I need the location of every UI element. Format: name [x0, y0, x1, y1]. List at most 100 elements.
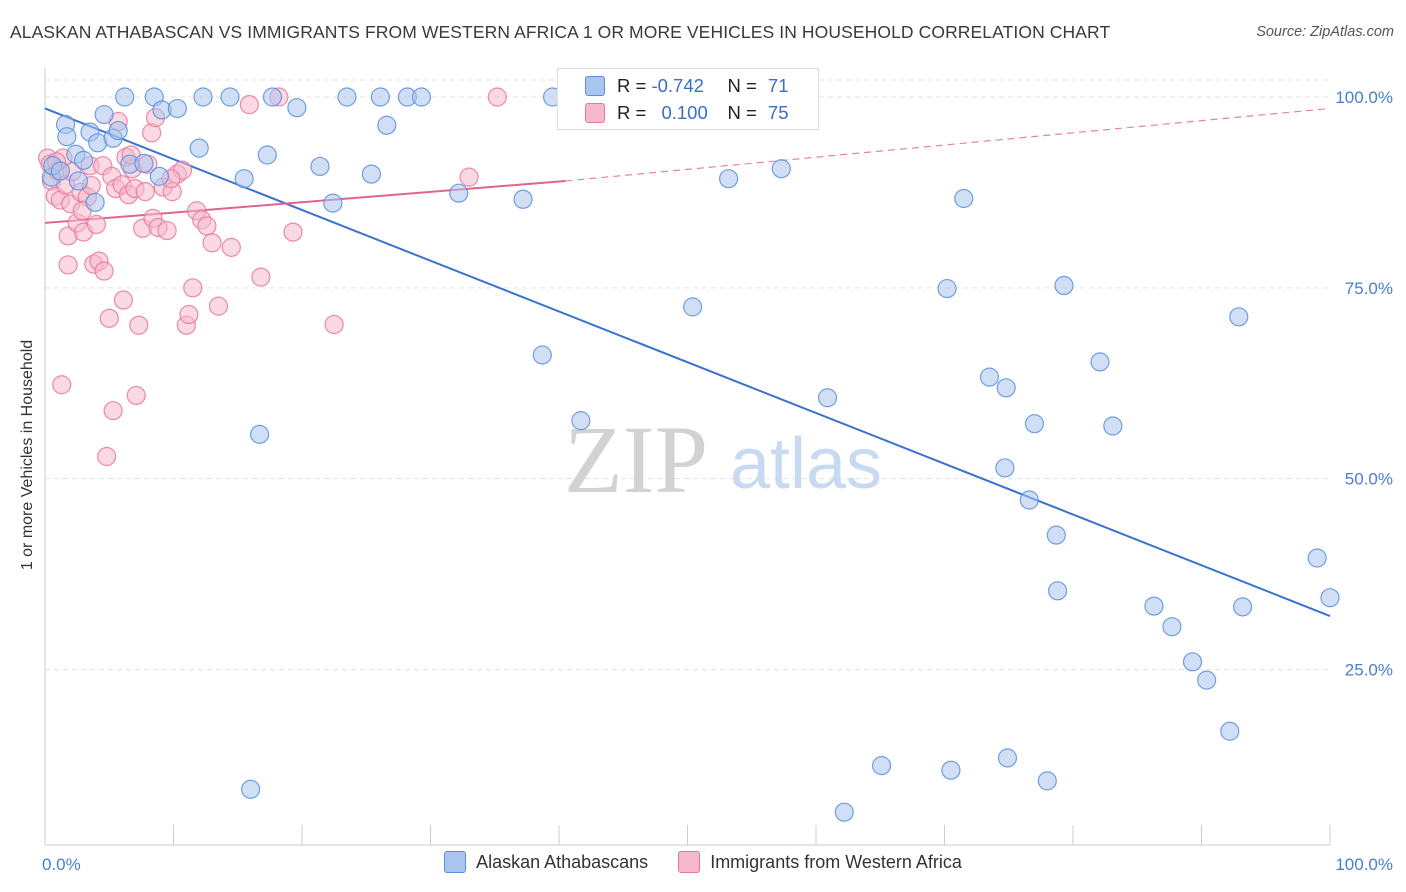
data-point-alaskan-athabascans	[377, 115, 397, 135]
data-point-alaskan-athabascans	[1019, 490, 1039, 510]
data-point-alaskan-athabascans	[68, 171, 89, 191]
data-point-alaskan-athabascans	[1229, 307, 1249, 327]
data-point-alaskan-athabascans	[411, 87, 432, 107]
y-tick-label: 100.0%	[1335, 88, 1393, 107]
data-point-alaskan-athabascans	[1054, 275, 1074, 296]
y-axis-label: 1 or more Vehicles in Household	[19, 339, 36, 571]
data-point-alaskan-athabascans	[50, 161, 71, 181]
data-point-immigrants-from-western-africa	[99, 308, 119, 328]
data-point-immigrants-from-western-africa	[179, 304, 199, 325]
x-tick-label: 0.0%	[42, 855, 81, 874]
data-point-alaskan-athabascans	[532, 345, 552, 365]
chart-title: ALASKAN ATHABASCAN VS IMMIGRANTS FROM WE…	[10, 22, 1111, 42]
data-point-immigrants-from-western-africa	[129, 315, 149, 335]
data-point-alaskan-athabascans	[571, 411, 591, 431]
data-point-alaskan-athabascans	[941, 760, 961, 780]
data-point-immigrants-from-western-africa	[86, 214, 107, 235]
data-point-immigrants-from-western-africa	[283, 222, 303, 242]
data-point-alaskan-athabascans	[249, 424, 270, 444]
data-point-alaskan-athabascans	[995, 458, 1015, 478]
data-point-immigrants-from-western-africa	[202, 233, 222, 253]
data-point-alaskan-athabascans	[1090, 352, 1110, 372]
trend-line-extension-immigrants-from-western-africa	[565, 107, 1331, 182]
data-point-alaskan-athabascans	[134, 153, 154, 174]
y-tick-label: 50.0%	[1345, 470, 1393, 489]
data-point-alaskan-athabascans	[94, 104, 114, 125]
bottom-legend: Alaskan Athabascans Immigrants from West…	[0, 851, 1406, 873]
data-point-alaskan-athabascans	[241, 779, 261, 799]
data-point-alaskan-athabascans	[771, 159, 791, 179]
y-tick-labels: 25.0% 50.0% 75.0% 100.0%	[1335, 88, 1393, 679]
data-point-alaskan-athabascans	[954, 188, 974, 209]
data-point-alaskan-athabascans	[193, 87, 213, 107]
data-point-immigrants-from-western-africa	[221, 237, 241, 257]
data-point-alaskan-athabascans	[57, 127, 77, 147]
y-tick-label: 25.0%	[1345, 660, 1393, 679]
data-point-alaskan-athabascans	[85, 192, 105, 212]
legend-item-immigrants-from-western-africa[interactable]: Immigrants from Western Africa	[678, 851, 962, 873]
blue-square-icon	[444, 851, 467, 873]
blue-swatch-icon	[585, 76, 605, 96]
pink-swatch-icon	[585, 103, 605, 123]
data-point-alaskan-athabascans	[1024, 414, 1045, 434]
data-point-alaskan-athabascans	[1197, 670, 1217, 690]
grid-lines	[45, 79, 1330, 670]
trend-line-alaskan-athabascans	[44, 107, 1331, 617]
data-point-alaskan-athabascans	[73, 150, 94, 170]
data-point-alaskan-athabascans	[115, 87, 135, 107]
data-point-alaskan-athabascans	[108, 120, 128, 141]
y-tick-label: 75.0%	[1345, 279, 1393, 298]
data-point-alaskan-athabascans	[1307, 548, 1327, 568]
series-immigrants-from-western-africa	[37, 87, 507, 467]
r-label: R =	[617, 102, 647, 123]
data-point-alaskan-athabascans	[1046, 525, 1066, 545]
data-point-alaskan-athabascans	[834, 802, 854, 822]
n-value-blue: 71	[767, 75, 789, 96]
data-point-immigrants-from-western-africa	[97, 446, 117, 467]
data-point-alaskan-athabascans	[1103, 416, 1123, 436]
data-point-immigrants-from-western-africa	[52, 375, 72, 395]
r-value-pink: 0.100	[661, 102, 708, 123]
trend-lines	[44, 107, 1331, 617]
data-point-alaskan-athabascans	[287, 98, 307, 118]
data-point-alaskan-athabascans	[262, 87, 283, 107]
data-point-alaskan-athabascans	[1320, 588, 1340, 608]
data-point-alaskan-athabascans	[1182, 652, 1203, 672]
data-point-alaskan-athabascans	[234, 169, 254, 189]
data-point-immigrants-from-western-africa	[251, 267, 271, 287]
data-point-immigrants-from-western-africa	[208, 296, 229, 316]
data-point-alaskan-athabascans	[370, 87, 390, 107]
data-point-alaskan-athabascans	[979, 367, 1000, 387]
data-point-immigrants-from-western-africa	[103, 401, 123, 421]
pink-square-icon	[678, 851, 701, 873]
data-point-alaskan-athabascans	[323, 193, 343, 213]
data-point-immigrants-from-western-africa	[94, 261, 114, 281]
data-point-alaskan-athabascans	[871, 756, 892, 776]
data-point-alaskan-athabascans	[220, 87, 240, 107]
data-point-alaskan-athabascans	[1037, 771, 1057, 791]
legend-item-alaskan-athabascans[interactable]: Alaskan Athabascans	[444, 851, 648, 873]
data-point-alaskan-athabascans	[937, 278, 957, 299]
series-alaskan-athabascans	[41, 87, 1340, 822]
data-point-alaskan-athabascans	[189, 138, 209, 158]
data-point-alaskan-athabascans	[1144, 596, 1164, 616]
data-point-alaskan-athabascans	[1220, 721, 1240, 741]
data-point-alaskan-athabascans	[337, 87, 357, 107]
n-label: N =	[727, 102, 757, 123]
r-label: R =	[617, 75, 647, 96]
data-point-alaskan-athabascans	[817, 388, 838, 408]
stats-row-immigrants-from-western-africa: R = 0.100 N = 75	[558, 100, 788, 126]
data-point-alaskan-athabascans	[257, 145, 277, 165]
data-point-immigrants-from-western-africa	[157, 220, 177, 241]
data-point-alaskan-athabascans	[310, 156, 330, 177]
data-point-alaskan-athabascans	[449, 183, 469, 203]
data-point-alaskan-athabascans	[167, 98, 187, 119]
axes	[44, 68, 1331, 846]
data-point-immigrants-from-western-africa	[135, 182, 155, 202]
data-point-alaskan-athabascans	[1047, 581, 1068, 601]
watermark: ZIP atlas	[564, 406, 882, 513]
data-point-alaskan-athabascans	[1162, 617, 1182, 637]
watermark-atlas: atlas	[730, 424, 882, 504]
r-value-blue: -0.742	[651, 75, 704, 96]
stats-legend: R = -0.742 N = 71 R = 0.100 N = 75	[557, 68, 819, 130]
